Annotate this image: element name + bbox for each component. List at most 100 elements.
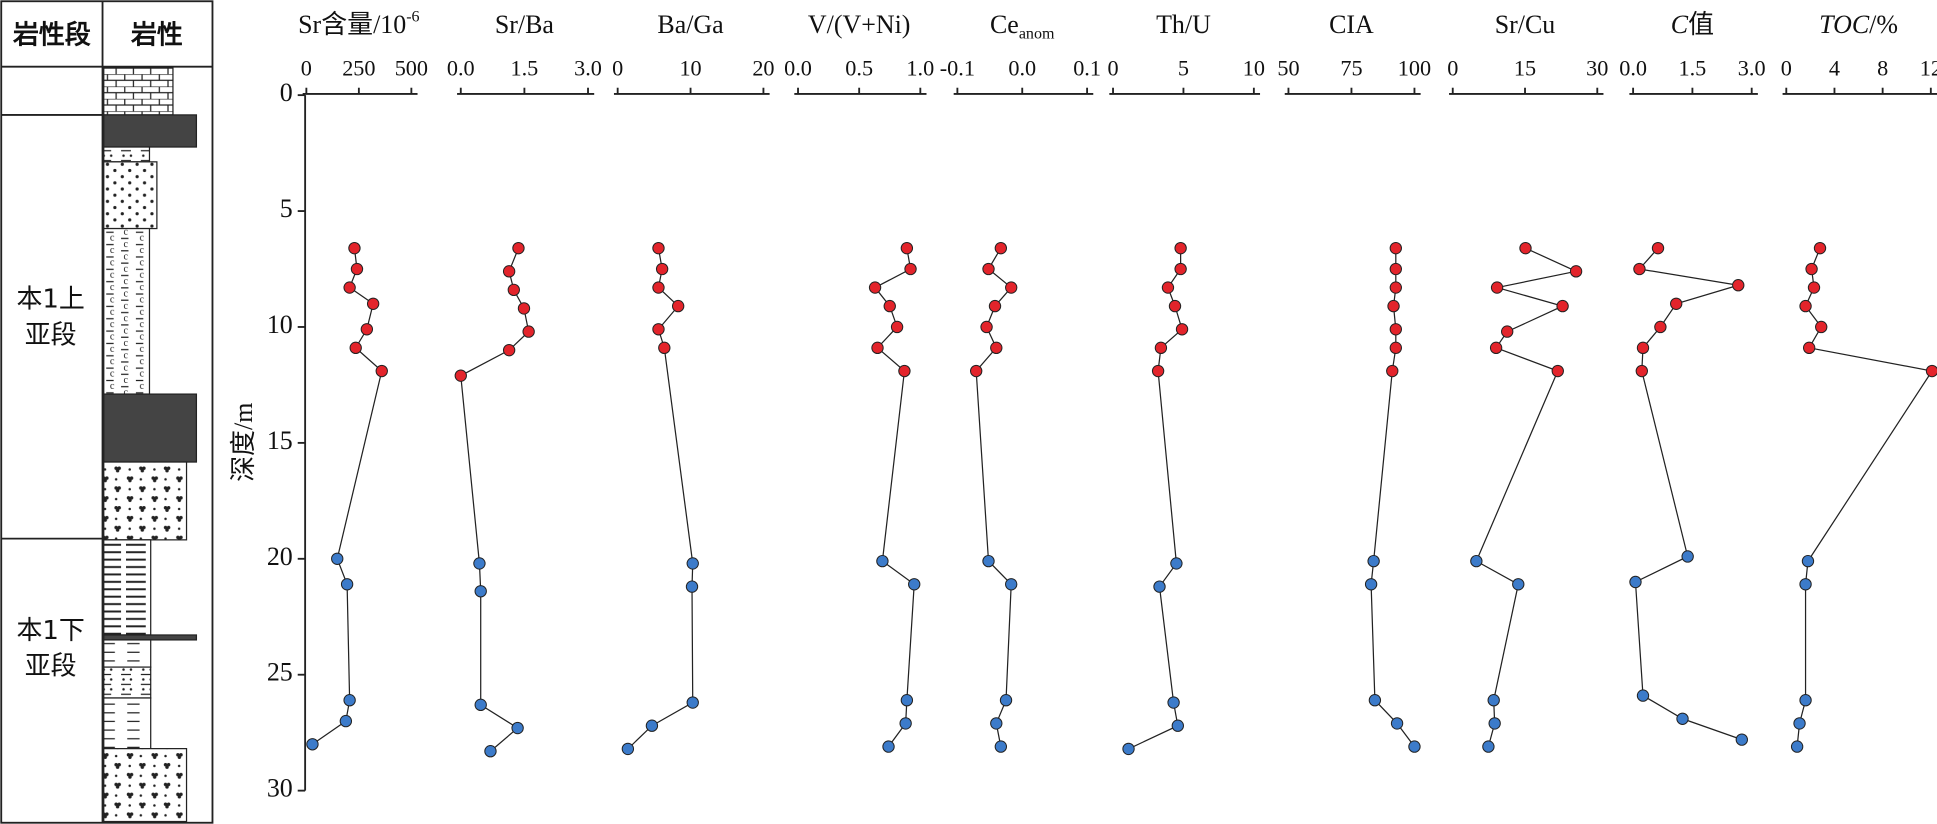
- x-tick-label: 12: [1920, 56, 1937, 81]
- data-point: [1790, 740, 1804, 753]
- data-point: [686, 696, 699, 709]
- profile-line: [627, 248, 694, 750]
- panel-title: CIA: [1329, 10, 1374, 39]
- data-point: [507, 283, 520, 297]
- data-point: [1799, 578, 1812, 591]
- data-point: [899, 717, 912, 730]
- title-part: /%: [1869, 10, 1898, 39]
- data-point: [686, 557, 699, 570]
- data-point: [982, 554, 995, 568]
- data-point: [1122, 742, 1135, 756]
- section-label: 亚段: [25, 652, 77, 682]
- data-point: [454, 369, 467, 382]
- data-point: [1569, 265, 1583, 278]
- title-part: Ba/Ga: [657, 10, 724, 39]
- data-point: [970, 364, 983, 378]
- x-tick-label: 15: [1514, 56, 1536, 81]
- data-point: [645, 719, 659, 732]
- data-point: [994, 740, 1008, 753]
- data-point: [1174, 262, 1187, 276]
- data-point: [904, 262, 917, 276]
- panel-title: V/(V+Ni): [808, 10, 911, 39]
- data-point: [1389, 341, 1402, 355]
- limestone: [103, 67, 174, 116]
- data-point: [1389, 241, 1402, 255]
- data-point: [1793, 717, 1806, 730]
- x-tick-label: 0.0: [447, 56, 475, 81]
- x-tick-label: 0.1: [1073, 56, 1101, 81]
- data-point: [348, 241, 361, 255]
- data-point: [340, 578, 354, 591]
- title-part: Th/U: [1156, 10, 1211, 39]
- data-point: [474, 698, 487, 712]
- coal: [103, 114, 198, 148]
- data-point: [1389, 281, 1402, 294]
- x-tick-label: 0.0: [784, 56, 812, 81]
- data-point: [366, 297, 380, 310]
- title-part: C: [1671, 10, 1689, 39]
- data-point: [621, 742, 635, 756]
- data-point: [522, 325, 535, 338]
- title-part: 值: [1688, 10, 1714, 39]
- data-point: [1367, 554, 1380, 568]
- data-point: [1799, 694, 1812, 707]
- profile-line: [975, 247, 1013, 747]
- data-point: [1389, 262, 1402, 276]
- data-point: [1636, 341, 1650, 355]
- y-tick-label: 0: [280, 78, 293, 107]
- coal: [103, 393, 198, 463]
- mudstone: [103, 539, 152, 636]
- y-tick-label: 30: [267, 774, 293, 803]
- y-tick-label: 10: [267, 310, 293, 339]
- data-point: [1654, 320, 1667, 334]
- data-point: [999, 694, 1013, 707]
- data-point: [658, 341, 671, 355]
- title-part: Ce: [990, 10, 1019, 39]
- data-point: [685, 580, 699, 593]
- x-tick-label: 0.0: [1619, 56, 1647, 81]
- data-point: [1489, 341, 1503, 355]
- y-tick-label: 25: [267, 658, 293, 687]
- data-point: [473, 557, 486, 570]
- data-point: [1512, 578, 1525, 591]
- data-point: [1482, 740, 1495, 753]
- data-point: [1151, 364, 1165, 378]
- panel-title: Th/U: [1156, 10, 1211, 39]
- x-tick-label: 3.0: [574, 56, 602, 81]
- data-point: [1161, 281, 1175, 294]
- x-tick-label: 0: [1781, 56, 1792, 81]
- title-part: V/(V+Ni): [808, 10, 911, 39]
- data-point: [868, 281, 882, 294]
- data-point: [349, 341, 362, 355]
- lithology-column: [0, 0, 214, 824]
- data-point: [652, 281, 665, 294]
- data-point: [1519, 241, 1532, 255]
- data-point: [1171, 719, 1184, 732]
- data-point: [1635, 364, 1648, 378]
- data-point: [1490, 281, 1504, 294]
- profile-line: [460, 247, 530, 752]
- section-label: 亚段: [25, 321, 77, 351]
- title-part: Sr/Ba: [495, 10, 555, 39]
- x-tick-label: 0: [612, 56, 623, 81]
- data-point: [1364, 578, 1378, 591]
- conglomerate: [103, 461, 188, 541]
- profile-line: [312, 248, 383, 745]
- data-point: [990, 341, 1003, 355]
- mudstone: [103, 697, 152, 750]
- data-point: [898, 364, 911, 378]
- data-point: [1799, 299, 1812, 313]
- data-point: [1005, 578, 1018, 591]
- data-point: [652, 241, 665, 255]
- data-point: [484, 745, 497, 758]
- data-point: [1390, 717, 1404, 730]
- x-tick-label: 3.0: [1738, 56, 1766, 81]
- profile-line: [1128, 248, 1183, 750]
- data-point: [1636, 689, 1650, 702]
- data-point: [900, 241, 914, 255]
- data-point: [1925, 364, 1937, 378]
- data-point: [360, 323, 374, 336]
- panel-title: C值: [1671, 10, 1714, 39]
- data-point: [1681, 550, 1694, 563]
